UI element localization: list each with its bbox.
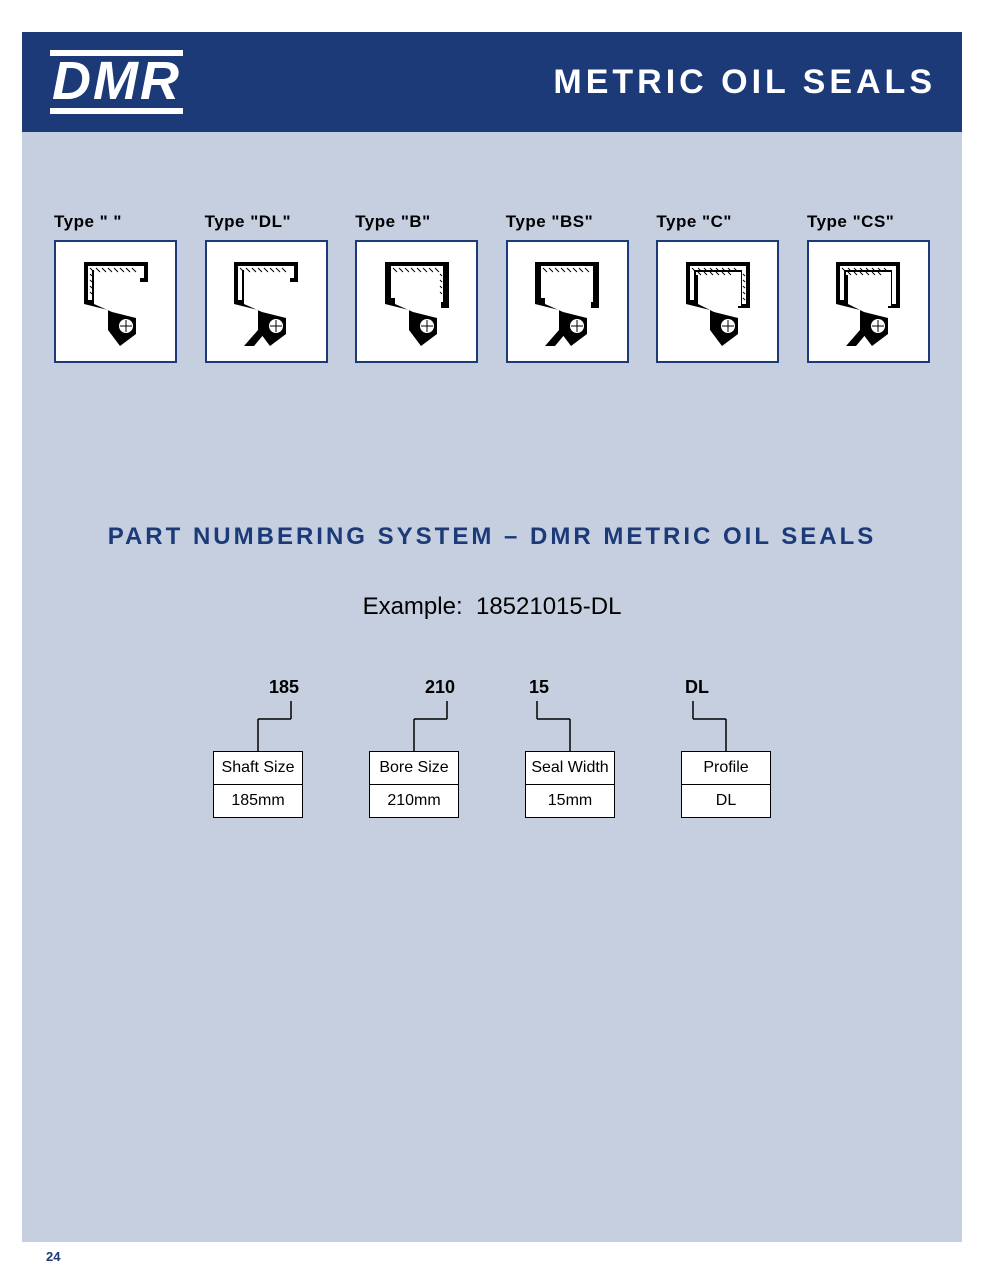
pn-box: ProfileDL <box>681 751 771 818</box>
seal-profile-icon <box>355 240 478 363</box>
pn-name: Profile <box>682 752 770 785</box>
seal-type-label: Type "B" <box>355 212 478 232</box>
seal-profile-icon <box>656 240 779 363</box>
part-number-breakdown: 185 Shaft Size185mm 210 Bore Size210mm 15 Sea… <box>22 677 962 818</box>
pn-segment-1: 210 Bore Size210mm <box>369 677 459 818</box>
pn-name: Seal Width <box>526 752 614 785</box>
example-number: 18521015-DL <box>476 593 621 620</box>
section-title: PART NUMBERING SYSTEM – DMR METRIC OIL S… <box>22 523 962 551</box>
seal-profile-icon <box>205 240 328 363</box>
page-title: METRIC OIL SEALS <box>553 63 936 102</box>
seal-profile-icon <box>54 240 177 363</box>
pn-code: 210 <box>425 677 459 701</box>
seal-type-0: Type " " <box>54 212 177 363</box>
pn-name: Shaft Size <box>214 752 302 785</box>
seal-type-4: Type "C" <box>656 212 779 363</box>
pn-connector-icon <box>369 701 459 751</box>
pn-name: Bore Size <box>370 752 458 785</box>
pn-box: Seal Width15mm <box>525 751 615 818</box>
dmr-logo: DMR <box>50 50 183 113</box>
pn-box: Shaft Size185mm <box>213 751 303 818</box>
seal-profile-icon <box>807 240 930 363</box>
pn-connector-icon <box>213 701 303 751</box>
seal-type-label: Type "C" <box>656 212 779 232</box>
pn-value: 185mm <box>214 785 302 817</box>
seal-profile-icon <box>506 240 629 363</box>
pn-code: 185 <box>269 677 303 701</box>
seal-type-label: Type "DL" <box>205 212 328 232</box>
seal-type-label: Type "CS" <box>807 212 930 232</box>
example-line: Example: 18521015-DL <box>22 593 962 621</box>
seal-type-label: Type " " <box>54 212 177 232</box>
pn-segment-3: DLProfileDL <box>681 677 771 818</box>
pn-connector-icon <box>681 701 771 751</box>
seal-type-1: Type "DL" <box>205 212 328 363</box>
pn-code: 15 <box>525 677 549 701</box>
pn-value: DL <box>682 785 770 817</box>
seal-type-3: Type "BS" <box>506 212 629 363</box>
pn-code: DL <box>681 677 709 701</box>
seal-types-row: Type " " Type "DL" Type "B" Type "BS" Type "… <box>22 132 962 363</box>
seal-type-label: Type "BS" <box>506 212 629 232</box>
pn-segment-0: 185 Shaft Size185mm <box>213 677 303 818</box>
pn-segment-2: 15 Seal Width15mm <box>525 677 615 818</box>
page-header: DMR METRIC OIL SEALS <box>22 32 962 132</box>
pn-value: 15mm <box>526 785 614 817</box>
pn-box: Bore Size210mm <box>369 751 459 818</box>
page-number: 24 <box>46 1249 60 1264</box>
pn-value: 210mm <box>370 785 458 817</box>
seal-type-2: Type "B" <box>355 212 478 363</box>
catalog-page: DMR METRIC OIL SEALS Type " "Type "DL"Ty… <box>22 32 962 1242</box>
seal-type-5: Type "CS" <box>807 212 930 363</box>
pn-connector-icon <box>525 701 615 751</box>
example-label: Example: <box>363 593 463 620</box>
